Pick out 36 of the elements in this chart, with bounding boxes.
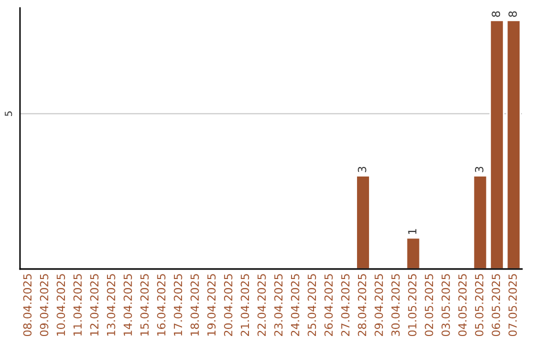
x-tick-label: 19.04.2025 [207, 274, 216, 336]
data-label: 3 [474, 166, 484, 172]
x-tick-label: 13.04.2025 [106, 274, 116, 336]
x-tick-label: 12.04.2025 [90, 274, 99, 336]
x-tick-label: 14.04.2025 [124, 274, 132, 336]
data-label: 8 [492, 11, 500, 17]
x-tick-label: 05.05.2025 [474, 274, 484, 336]
x-tick-label: 27.04.2025 [341, 274, 350, 336]
x-tick-label: 07.05.2025 [508, 274, 517, 336]
ref-line-label: 5 [4, 111, 12, 116]
x-tick-label: 06.05.2025 [492, 274, 500, 336]
x-tick-label: 16.04.2025 [157, 274, 166, 336]
data-label: 3 [358, 166, 366, 172]
x-tick-label: 11.04.2025 [73, 274, 82, 336]
x-tick-label: 17.04.2025 [174, 274, 182, 336]
x-tick-label: 22.04.2025 [257, 274, 266, 336]
x-tick-label: 01.05.2025 [408, 274, 416, 336]
x-tick-label: 26.04.2025 [324, 274, 333, 336]
x-tick-label: 08.04.2025 [23, 274, 32, 336]
x-tick-label: 25.04.2025 [308, 274, 316, 336]
x-tick-label: 20.04.2025 [224, 274, 232, 336]
x-tick-label: 09.04.2025 [40, 274, 48, 336]
x-tick-label: 18.04.2025 [190, 274, 199, 336]
x-tick-label: 10.04.2025 [56, 274, 66, 336]
x-tick-label: 04.05.2025 [458, 274, 467, 336]
data-label: 8 [508, 11, 517, 17]
x-tick-label: 29.04.2025 [374, 274, 383, 336]
x-tick-label: 28.04.2025 [358, 274, 366, 336]
x-tick-label: 30.04.2025 [391, 274, 400, 336]
x-tick-label: 24.04.2025 [290, 274, 300, 336]
x-tick-label: 02.05.2025 [424, 274, 434, 336]
x-tick-label: 21.04.2025 [240, 274, 250, 336]
x-tick-label: 03.05.2025 [442, 274, 450, 336]
x-tick-label: 15.04.2025 [140, 274, 149, 336]
x-tick-label: 23.04.2025 [274, 274, 283, 336]
data-label: 1 [408, 229, 416, 234]
